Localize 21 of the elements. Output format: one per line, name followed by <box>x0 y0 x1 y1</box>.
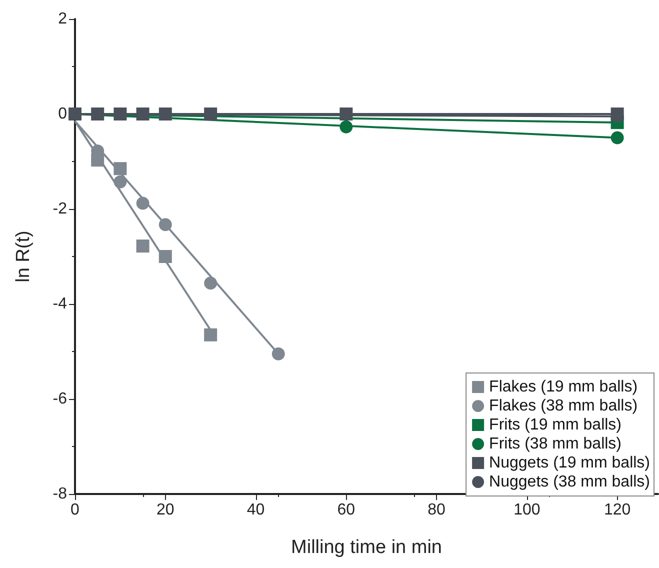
x-tick-label: 20 <box>156 502 174 518</box>
legend-label: Frits (19 mm balls) <box>489 416 622 434</box>
x-tick-label: 120 <box>604 502 631 518</box>
x-tick-label: 0 <box>70 502 80 518</box>
legend-label: Flakes (38 mm balls) <box>489 398 638 414</box>
y-axis-title: ln R(t) <box>13 230 34 282</box>
x-axis-title: Milling time in min <box>291 537 442 558</box>
y-tick-label: -4 <box>52 296 68 312</box>
x-tick-label: 60 <box>337 502 356 518</box>
y-tick-label: -6 <box>52 390 68 408</box>
y-tick-label: 2 <box>58 10 68 28</box>
x-tick-label: 80 <box>428 502 446 518</box>
y-tick-label: -2 <box>52 200 68 218</box>
legend-label: Nuggets (38 mm balls) <box>489 474 650 490</box>
legend-label: Frits (38 mm balls) <box>489 436 622 452</box>
y-tick-label: 0 <box>58 106 68 122</box>
y-tick-label: -8 <box>52 486 68 502</box>
legend-label: Nuggets (19 mm balls) <box>489 454 650 472</box>
x-tick-label: 40 <box>246 502 265 518</box>
legend-label: Flakes (19 mm balls) <box>489 378 638 396</box>
x-tick-label: 100 <box>514 502 540 518</box>
